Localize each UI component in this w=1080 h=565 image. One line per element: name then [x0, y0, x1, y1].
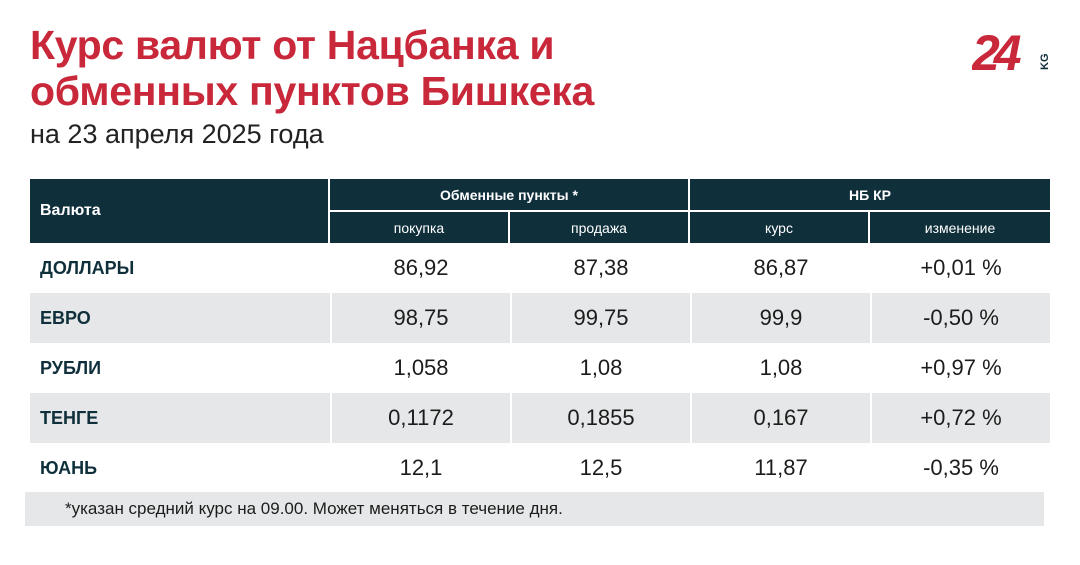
change-value: +0,01 %: [870, 243, 1050, 293]
buy-value: 12,1: [330, 443, 510, 493]
change-value: -0,35 %: [870, 443, 1050, 493]
sell-value: 0,1855: [510, 393, 690, 443]
rate-value: 99,9: [690, 293, 870, 343]
page-subtitle: на 23 апреля 2025 года: [30, 119, 324, 149]
page-title: Курс валют от Нацбанка и обменных пункто…: [30, 22, 594, 114]
brand-logo: 24 KG: [972, 26, 1051, 74]
header-rate: курс: [690, 212, 870, 243]
header-exchange-points: Обменные пункты *: [330, 179, 690, 212]
title-line-2: обменных пунктов Бишкека: [30, 68, 595, 114]
header-buy: покупка: [330, 212, 510, 243]
buy-value: 1,058: [330, 343, 510, 393]
table-row: ДОЛЛАРЫ 86,92 87,38 86,87 +0,01 %: [30, 243, 1050, 293]
table-row: ЕВРО 98,75 99,75 99,9 -0,50 %: [30, 293, 1051, 343]
table-row: ТЕНГЕ 0,1172 0,1855 0,167 +0,72 %: [30, 393, 1051, 443]
currency-name: РУБЛИ: [40, 357, 102, 378]
change-value: +0,97 %: [870, 343, 1050, 393]
buy-value: 0,1172: [330, 393, 510, 443]
buy-value: 86,92: [330, 243, 510, 293]
table-row: РУБЛИ 1,058 1,08 1,08 +0,97 %: [30, 343, 1050, 393]
rate-value: 86,87: [690, 243, 870, 293]
rate-value: 1,08: [690, 343, 870, 393]
currency-name: ЕВРО: [30, 293, 330, 343]
sell-value: 12,5: [510, 443, 690, 493]
exchange-rates-table: Валюта Обменные пункты * НБ КР покупка п…: [30, 179, 1051, 493]
logo-suffix: KG: [1039, 54, 1051, 71]
footnote: *указан средний курс на 09.00. Может мен…: [25, 492, 1044, 526]
rate-value: 0,167: [690, 393, 870, 443]
title-line-1: Курс валют от Нацбанка и: [30, 22, 555, 68]
sell-value: 99,75: [510, 293, 690, 343]
currency-name: ЮАНЬ: [40, 457, 98, 478]
change-value: -0,50 %: [870, 293, 1051, 343]
currency-name: ДОЛЛАРЫ: [40, 257, 135, 278]
header-nbkr: НБ КР: [690, 179, 1051, 212]
table-row: ЮАНЬ 12,1 12,5 11,87 -0,35 %: [30, 443, 1050, 493]
sell-value: 87,38: [510, 243, 690, 293]
header-currency: Валюта: [30, 179, 330, 243]
footnote-text: *указан средний курс на 09.00. Может мен…: [65, 499, 563, 518]
buy-value: 98,75: [330, 293, 510, 343]
currency-name: ТЕНГЕ: [30, 393, 330, 443]
sell-value: 1,08: [510, 343, 690, 393]
logo-number: 24: [972, 26, 1021, 74]
change-value: +0,72 %: [870, 393, 1051, 443]
header-change: изменение: [870, 212, 1051, 243]
rate-value: 11,87: [690, 443, 870, 493]
header-sell: продажа: [510, 212, 690, 243]
